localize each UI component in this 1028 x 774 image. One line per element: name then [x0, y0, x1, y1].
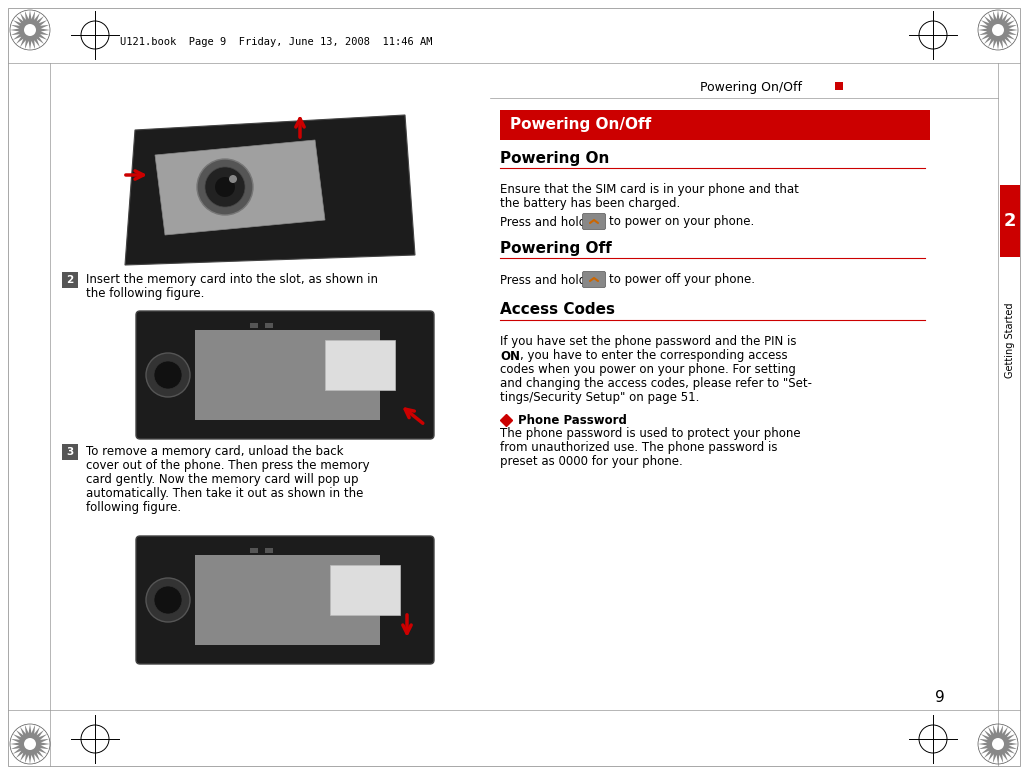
Bar — [325, 340, 395, 390]
Text: Press and hold: Press and hold — [500, 215, 586, 228]
Text: Powering On: Powering On — [500, 150, 610, 166]
Circle shape — [154, 586, 182, 614]
Text: to power off your phone.: to power off your phone. — [609, 273, 755, 286]
Text: Press and hold: Press and hold — [500, 273, 586, 286]
Text: ON: ON — [500, 350, 520, 362]
Text: The phone password is used to protect your phone: The phone password is used to protect yo… — [500, 427, 801, 440]
Text: the battery has been charged.: the battery has been charged. — [500, 197, 681, 211]
Text: To remove a memory card, unload the back: To remove a memory card, unload the back — [86, 446, 343, 458]
Bar — [250, 323, 258, 328]
Text: Powering Off: Powering Off — [500, 241, 612, 255]
Text: automatically. Then take it out as shown in the: automatically. Then take it out as shown… — [86, 488, 363, 501]
Bar — [1000, 185, 1020, 257]
Polygon shape — [10, 10, 50, 50]
Text: following figure.: following figure. — [86, 502, 181, 515]
Text: 2: 2 — [67, 275, 74, 285]
Polygon shape — [125, 115, 415, 265]
FancyBboxPatch shape — [583, 214, 605, 230]
Text: 2: 2 — [1003, 212, 1017, 230]
Text: from unauthorized use. The phone password is: from unauthorized use. The phone passwor… — [500, 441, 777, 454]
Text: If you have set the phone password and the PIN is: If you have set the phone password and t… — [500, 335, 797, 348]
Circle shape — [992, 738, 1004, 750]
FancyBboxPatch shape — [136, 311, 434, 439]
Circle shape — [215, 177, 235, 197]
Bar — [62, 272, 78, 288]
Text: Powering On/Off: Powering On/Off — [510, 118, 652, 132]
Text: cover out of the phone. Then press the memory: cover out of the phone. Then press the m… — [86, 460, 370, 472]
Text: , you have to enter the corresponding access: , you have to enter the corresponding ac… — [520, 350, 787, 362]
Circle shape — [146, 353, 190, 397]
FancyBboxPatch shape — [583, 272, 605, 287]
Text: 9: 9 — [935, 690, 945, 705]
Circle shape — [154, 361, 182, 389]
Circle shape — [24, 738, 36, 750]
Circle shape — [197, 159, 253, 215]
Text: Ensure that the SIM card is in your phone and that: Ensure that the SIM card is in your phon… — [500, 183, 799, 197]
Bar — [500, 110, 930, 140]
Circle shape — [24, 24, 36, 36]
Polygon shape — [978, 724, 1018, 764]
FancyBboxPatch shape — [136, 536, 434, 664]
Text: card gently. Now the memory card will pop up: card gently. Now the memory card will po… — [86, 474, 359, 487]
Text: Access Codes: Access Codes — [500, 303, 615, 317]
Circle shape — [992, 24, 1004, 36]
Polygon shape — [10, 724, 50, 764]
Text: Getting Started: Getting Started — [1005, 303, 1015, 378]
Text: tings/Security Setup" on page 51.: tings/Security Setup" on page 51. — [500, 392, 699, 405]
Bar — [62, 444, 78, 460]
Circle shape — [205, 167, 245, 207]
Text: to power on your phone.: to power on your phone. — [609, 215, 755, 228]
Text: 3: 3 — [67, 447, 74, 457]
Text: and changing the access codes, please refer to "Set-: and changing the access codes, please re… — [500, 378, 812, 391]
Bar — [195, 555, 380, 645]
Polygon shape — [155, 140, 325, 235]
Circle shape — [146, 578, 190, 622]
Bar — [835, 82, 843, 90]
Text: the following figure.: the following figure. — [86, 287, 205, 300]
Bar — [265, 548, 273, 553]
Text: Phone Password: Phone Password — [518, 413, 627, 426]
Bar — [330, 565, 400, 615]
Text: Powering On/Off: Powering On/Off — [700, 81, 802, 94]
Bar — [195, 330, 380, 420]
Text: codes when you power on your phone. For setting: codes when you power on your phone. For … — [500, 364, 796, 376]
Text: U121.book  Page 9  Friday, June 13, 2008  11:46 AM: U121.book Page 9 Friday, June 13, 2008 1… — [120, 37, 433, 47]
Polygon shape — [978, 10, 1018, 50]
Text: preset as 0000 for your phone.: preset as 0000 for your phone. — [500, 456, 683, 468]
Bar — [250, 548, 258, 553]
Bar — [265, 323, 273, 328]
Text: Insert the memory card into the slot, as shown in: Insert the memory card into the slot, as… — [86, 273, 378, 286]
Circle shape — [229, 175, 237, 183]
